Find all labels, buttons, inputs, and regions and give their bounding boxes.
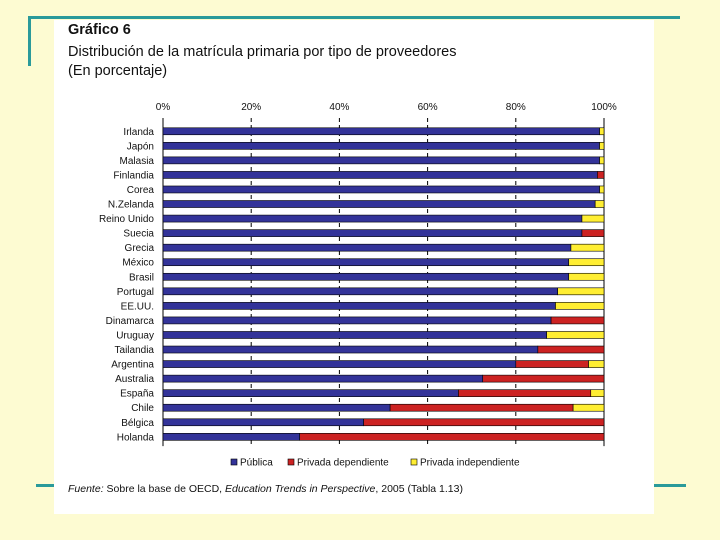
bar-segment-publica <box>162 258 570 267</box>
bar-segment-publica <box>162 316 552 325</box>
decorative-line-bottom-right <box>654 484 686 487</box>
bar-segment-privada-independiente <box>568 272 605 281</box>
bar-segment-privada-dependiente <box>550 316 605 325</box>
chart-unit-note: (En porcentaje) <box>68 63 168 79</box>
bar-segment-privada-independiente <box>546 331 605 339</box>
bar-segment-publica <box>162 418 364 427</box>
legend-label: Pública <box>240 458 273 469</box>
category-label: Japón <box>127 141 154 152</box>
bar-segment-publica <box>162 171 598 179</box>
category-label: Bélgica <box>121 418 154 429</box>
bar-segment-publica <box>162 127 600 136</box>
category-label: Holanda <box>117 432 155 443</box>
bar-segment-privada-independiente <box>599 156 605 165</box>
legend-label: Privada independiente <box>420 458 520 469</box>
bar-segment-publica <box>162 142 600 150</box>
category-label: Corea <box>127 185 155 196</box>
bar-segment-privada-dependiente <box>363 418 605 427</box>
bar-segment-privada-dependiente <box>597 171 605 179</box>
bar-segment-publica <box>162 185 600 194</box>
x-tick-label: 60% <box>418 102 438 113</box>
category-label: Irlanda <box>123 127 154 138</box>
source-note: Fuente: Sobre la base de OECD, Education… <box>68 483 463 495</box>
bar-segment-privada-independiente <box>594 200 605 208</box>
bar-segment-publica <box>162 433 301 441</box>
decorative-line-left <box>28 16 31 66</box>
category-label: Australia <box>115 374 154 385</box>
bar-segment-privada-independiente <box>570 243 605 252</box>
bar-segment-publica <box>162 345 539 354</box>
source-text-1: Sobre la base de OECD, <box>103 483 226 495</box>
legend-swatch <box>410 458 418 466</box>
bar-segment-privada-independiente <box>588 360 605 368</box>
source-text-2: , 2005 (Tabla 1.13) <box>375 483 463 495</box>
chart-subtitle: Distribución de la matrícula primaria po… <box>68 44 457 60</box>
bar-segment-privada-independiente <box>599 185 605 194</box>
bar-segment-publica <box>162 243 572 252</box>
bar-segment-privada-dependiente <box>537 345 605 354</box>
x-tick-label: 80% <box>506 102 526 113</box>
category-label: N.Zelanda <box>108 200 155 211</box>
bar-segment-privada-independiente <box>557 287 605 296</box>
x-tick-label: 100% <box>591 102 617 113</box>
category-label: Dinamarca <box>106 316 155 327</box>
x-tick-label: 0% <box>156 102 171 113</box>
bar-segment-publica <box>162 229 583 237</box>
category-label: Malasia <box>120 156 155 167</box>
bar-segment-publica <box>162 331 547 339</box>
legend-swatch <box>230 458 238 466</box>
chart-title: Gráfico 6 <box>68 22 131 38</box>
category-label: Uruguay <box>116 330 154 341</box>
category-label: Suecia <box>123 229 154 240</box>
bar-segment-privada-independiente <box>599 142 605 150</box>
bar-segment-publica <box>162 287 558 296</box>
x-tick-label: 40% <box>329 102 349 113</box>
bar-segment-privada-independiente <box>590 389 605 397</box>
bar-segment-publica <box>162 302 556 310</box>
bar-segment-privada-dependiente <box>458 389 592 397</box>
category-label: Grecia <box>125 243 155 254</box>
category-label: Portugal <box>117 287 154 298</box>
bar-segment-privada-dependiente <box>299 433 605 441</box>
category-label: Reino Unido <box>99 214 154 225</box>
category-label: Brasil <box>129 272 154 283</box>
bar-segment-publica <box>162 156 600 165</box>
chart-panel <box>54 20 654 514</box>
x-tick-label: 20% <box>241 102 261 113</box>
bar-segment-privada-independiente <box>572 403 605 412</box>
bar-segment-publica <box>162 272 570 281</box>
bar-segment-publica <box>162 360 517 368</box>
legend-label: Privada dependiente <box>297 458 389 469</box>
bar-segment-privada-independiente <box>599 127 605 136</box>
bar-segment-privada-independiente <box>581 214 605 223</box>
legend-swatch <box>287 458 295 466</box>
bar-segment-publica <box>162 403 391 412</box>
decorative-line-bottom-left <box>36 484 54 487</box>
category-label: México <box>122 258 154 269</box>
bar-segment-privada-dependiente <box>515 360 589 368</box>
bar-segment-privada-dependiente <box>581 229 605 237</box>
bar-segment-privada-independiente <box>555 302 605 310</box>
decorative-line-top <box>28 16 680 19</box>
category-label: Tailandia <box>115 345 155 356</box>
category-label: España <box>120 389 154 400</box>
category-label: Argentina <box>111 360 154 371</box>
bar-segment-publica <box>162 214 583 223</box>
category-label: EE.UU. <box>121 301 154 312</box>
category-label: Chile <box>131 403 154 414</box>
bar-segment-publica <box>162 374 484 383</box>
bar-segment-publica <box>162 389 459 397</box>
bar-segment-publica <box>162 200 596 208</box>
source-prefix: Fuente: <box>68 483 104 495</box>
category-label: Finlandia <box>113 170 154 181</box>
bar-segment-privada-dependiente <box>482 374 605 383</box>
bar-segment-privada-dependiente <box>389 403 574 412</box>
bar-segment-privada-independiente <box>568 258 605 267</box>
source-publication: Education Trends in Perspective <box>225 483 376 495</box>
